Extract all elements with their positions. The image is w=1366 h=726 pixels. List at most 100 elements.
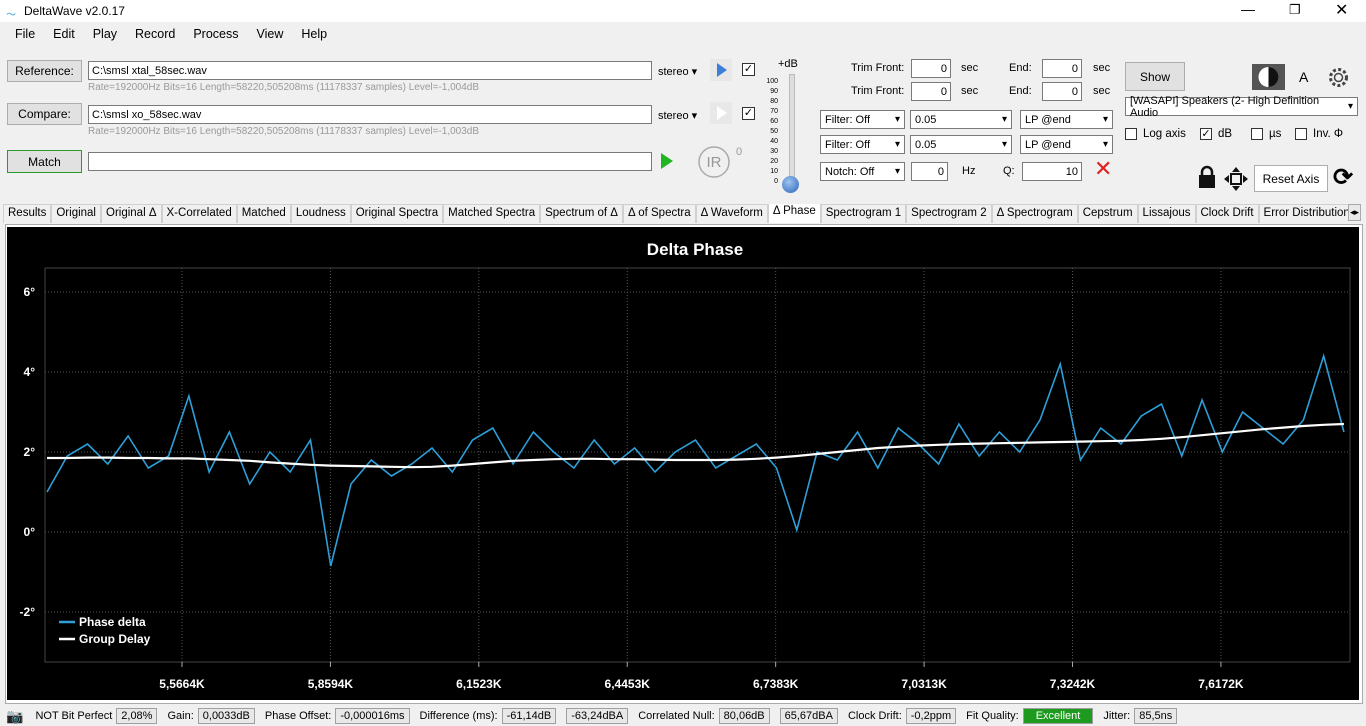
run-match[interactable] [656, 150, 678, 172]
filter-select[interactable]: Filter: Off [820, 135, 905, 154]
trim-end-label: End: [1009, 85, 1032, 97]
filter-value[interactable]: 0.05 [910, 135, 1012, 154]
compare-checkbox[interactable]: ✓ [742, 107, 755, 120]
checkbox[interactable] [1251, 128, 1263, 140]
tab[interactable]: Spectrogram 1 [820, 204, 907, 223]
camera-icon[interactable]: 📷 [6, 707, 24, 724]
device-text: [WASAPI] Speakers (2- High Definition Au… [1130, 94, 1320, 119]
device-select[interactable]: [WASAPI] Speakers (2- High Definition Au… [1125, 94, 1358, 119]
tab[interactable]: Cepstrum [1077, 204, 1138, 223]
notch-unit: Hz [962, 165, 976, 177]
trim-front[interactable]: 0 [911, 59, 951, 78]
plot-area [44, 267, 1351, 663]
menu-item[interactable]: File [15, 27, 36, 41]
notch-freq[interactable]: 0 [911, 162, 948, 181]
trim-end-unit: sec [1093, 62, 1111, 74]
minimize[interactable]: — [1241, 1, 1255, 17]
font-button[interactable]: A [1299, 69, 1309, 85]
reference-channel[interactable]: stereo ▾ [658, 66, 698, 78]
refresh-icon[interactable]: ⟳ [1333, 164, 1354, 191]
db-knob[interactable] [782, 176, 799, 193]
status-value: 65,67dBA [779, 708, 838, 724]
x-tick-label: 7,6172K [1198, 677, 1244, 691]
title-bar: 〜 DeltaWave v2.0.17 — ❐ ✕ [0, 0, 1366, 22]
tab[interactable]: Results [3, 204, 52, 223]
lp-select[interactable]: LP @end [1020, 110, 1113, 129]
play-reference[interactable] [710, 59, 732, 81]
settings-icon[interactable] [1326, 65, 1351, 90]
compare-button[interactable]: Compare: [7, 103, 82, 125]
reset-axis[interactable]: Reset Axis [1254, 165, 1328, 192]
db-tick: 30 [770, 148, 778, 155]
status-value: -63,24dBA [566, 708, 629, 724]
match-button[interactable]: Match [7, 150, 82, 173]
x-tick-label: 6,7383K [753, 677, 799, 691]
tab[interactable]: Error Distribution [1258, 204, 1348, 223]
lp-select[interactable]: LP @end [1020, 135, 1113, 154]
tab[interactable]: Δ of Spectra [622, 204, 696, 223]
menu-item[interactable]: Play [92, 27, 118, 41]
close[interactable]: ✕ [1335, 2, 1349, 19]
compare-path[interactable]: C:\smsl xo_58sec.wav [88, 105, 652, 124]
tab[interactable]: Original Spectra [350, 204, 444, 223]
lock-icon[interactable] [1196, 165, 1218, 189]
checkbox[interactable] [1295, 128, 1307, 140]
clear-notch[interactable]: ✕ [1094, 156, 1113, 181]
tab[interactable]: X-Correlated [161, 204, 237, 223]
status-label: Difference (ms): [419, 710, 498, 722]
tab[interactable]: Δ Spectrogram [991, 204, 1078, 223]
tab[interactable]: Original Δ [101, 204, 162, 223]
lp-text: LP @end [1025, 113, 1071, 126]
filter-select[interactable]: Filter: Off [820, 110, 905, 129]
reference-path[interactable]: C:\smsl xtal_58sec.wav [88, 61, 652, 80]
maximize[interactable]: ❐ [1289, 2, 1301, 17]
db-tick: 40 [770, 138, 778, 145]
contrast-icon[interactable] [1252, 64, 1285, 90]
db-tick: 70 [770, 108, 778, 115]
x-tick-label: 5,8594K [308, 677, 354, 691]
checkbox[interactable] [1125, 128, 1137, 140]
db-label: +dB [778, 58, 798, 70]
trim-front[interactable]: 0 [911, 82, 951, 101]
menu-item[interactable]: Help [301, 27, 328, 41]
compare-channel[interactable]: stereo ▾ [658, 110, 698, 122]
trim-end[interactable]: 0 [1042, 59, 1082, 78]
status-label: Phase Offset: [264, 710, 332, 722]
db-tick: 60 [770, 118, 778, 125]
tab[interactable]: Lissajous [1137, 204, 1196, 223]
tab[interactable]: Δ Phase [767, 204, 821, 223]
window-title: DeltaWave v2.0.17 [24, 4, 125, 18]
tab[interactable]: Loudness [290, 204, 351, 223]
tab[interactable]: Δ Waveform [695, 204, 768, 223]
db-tick: 20 [770, 158, 778, 165]
checkbox[interactable]: ✓ [1200, 128, 1212, 140]
tab[interactable]: Spectrogram 2 [906, 204, 992, 223]
trim-end[interactable]: 0 [1042, 82, 1082, 101]
tab[interactable]: Spectrum of Δ [540, 204, 623, 223]
notch-select[interactable]: Notch: Off [820, 162, 905, 181]
match-box[interactable] [88, 152, 652, 171]
filter-value[interactable]: 0.05 [910, 110, 1012, 129]
tab[interactable]: Original [51, 204, 101, 223]
show-button[interactable]: Show [1125, 62, 1185, 91]
pan-icon[interactable] [1223, 166, 1249, 192]
tab-scroll[interactable]: ◂▸ [1348, 204, 1362, 221]
reference-button[interactable]: Reference: [7, 60, 82, 82]
menu-item[interactable]: Process [193, 27, 239, 41]
menu-item[interactable]: View [256, 27, 284, 41]
tab[interactable]: Matched [236, 204, 291, 223]
menu-item[interactable]: Record [135, 27, 176, 41]
ir-icon[interactable]: IR 0 [697, 144, 745, 180]
checkbox-label: Log axis [1143, 128, 1186, 140]
reference-checkbox[interactable]: ✓ [742, 63, 755, 76]
q-box[interactable]: 10 [1022, 162, 1082, 181]
menu-item[interactable]: Edit [53, 27, 75, 41]
series-line [47, 422, 1344, 469]
tab[interactable]: Matched Spectra [443, 204, 541, 223]
play-compare[interactable] [710, 102, 732, 124]
status-label: Jitter: [1103, 710, 1131, 722]
tab[interactable]: Clock Drift [1195, 204, 1259, 223]
status-value: 80,06dB [718, 708, 770, 724]
status-bar: 📷 NOT Bit Perfect 2,08% Gain: 0,0033dB Phase… [0, 706, 1366, 726]
